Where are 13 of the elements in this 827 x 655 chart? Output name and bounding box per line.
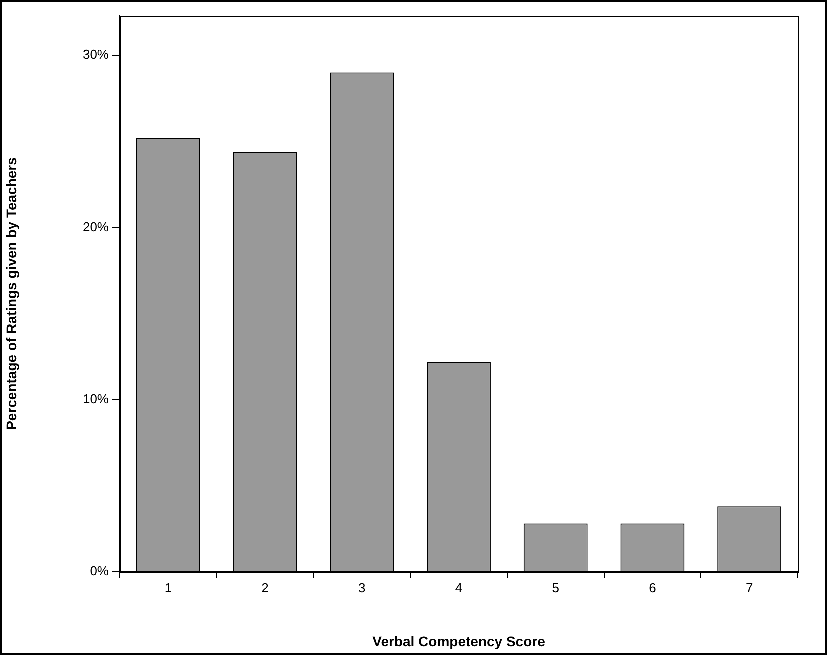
y-tick-label: 0% xyxy=(90,564,110,579)
x-tick-label: 7 xyxy=(746,580,754,596)
y-tick-label: 30% xyxy=(82,47,110,62)
y-tick-label: 20% xyxy=(82,219,110,234)
y-tick-label: 10% xyxy=(82,391,110,406)
x-tick-label: 3 xyxy=(358,580,366,596)
x-tick-label: 2 xyxy=(262,580,269,596)
x-axis-title: Verbal Competency Score xyxy=(372,633,546,650)
x-tick-label: 5 xyxy=(552,580,560,596)
x-tick-label: 6 xyxy=(649,580,656,596)
y-axis-title: Percentage of Ratings given by Teachers xyxy=(3,157,20,430)
x-tick-label: 1 xyxy=(164,580,172,596)
x-tick-label: 4 xyxy=(455,580,463,596)
